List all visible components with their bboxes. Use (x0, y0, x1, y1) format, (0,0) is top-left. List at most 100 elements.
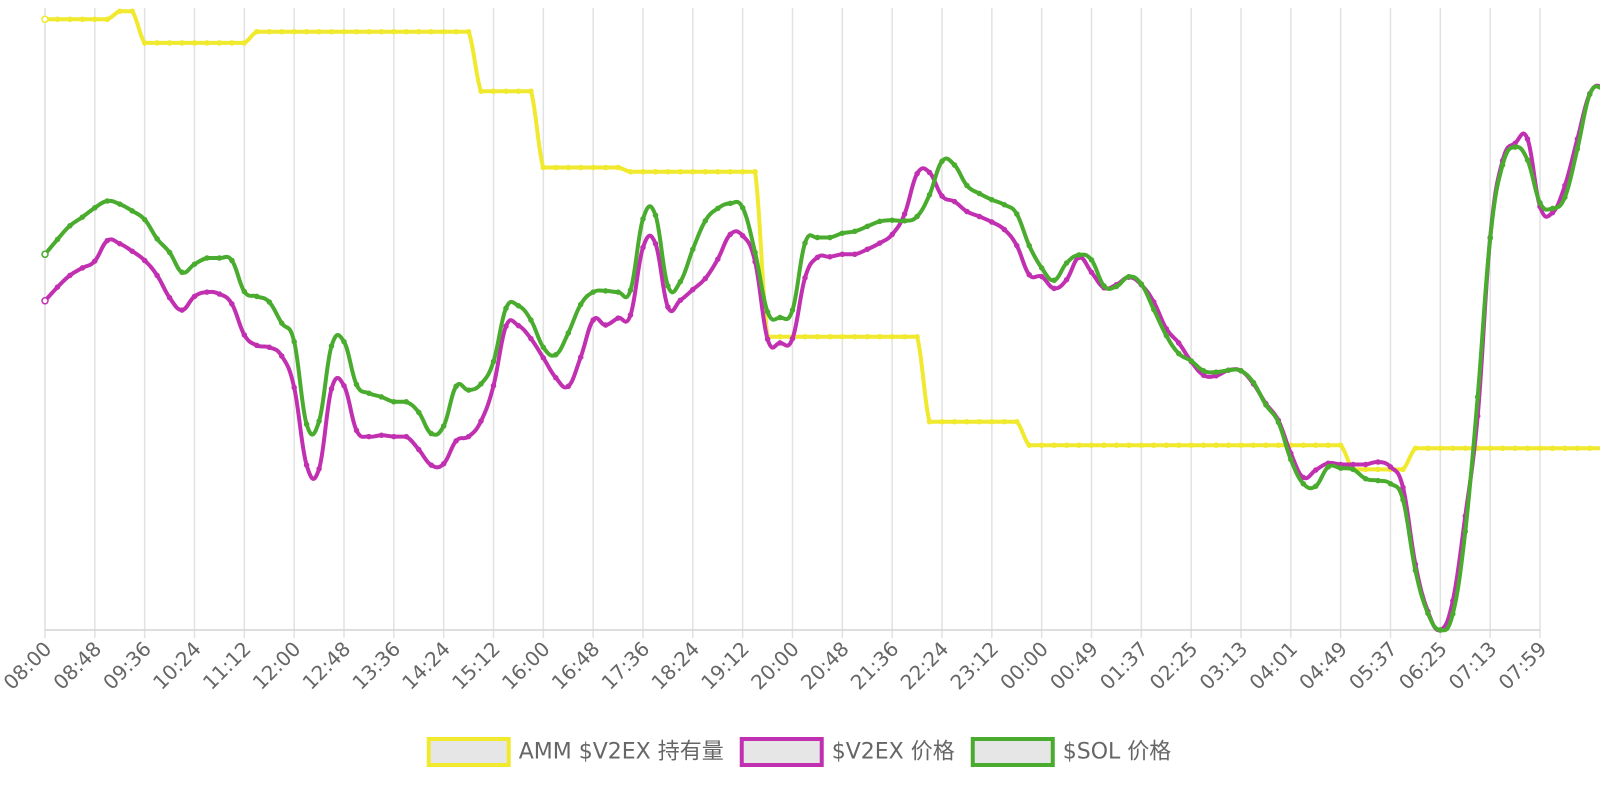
data-point (739, 169, 746, 175)
data-point (752, 169, 758, 175)
legend-item-1[interactable]: $V2EX 价格 (739, 737, 955, 767)
legend-item-2[interactable]: $SOL 价格 (970, 737, 1172, 767)
data-point (266, 299, 273, 305)
data-point (1474, 394, 1481, 400)
series-2 (41, 84, 1600, 633)
data-point (1574, 146, 1581, 152)
data-point (1375, 477, 1381, 484)
data-point (1076, 442, 1082, 448)
data-point (478, 381, 484, 387)
data-point (416, 409, 422, 416)
data-point (1362, 461, 1369, 468)
data-point (254, 293, 260, 300)
data-point (715, 256, 721, 262)
data-point (590, 317, 596, 323)
data-point (1412, 445, 1419, 452)
data-point (79, 214, 86, 220)
data-point (951, 162, 958, 168)
data-point (764, 309, 771, 315)
data-point (1263, 442, 1269, 448)
data-point (565, 330, 572, 336)
data-point (79, 265, 86, 271)
data-point (1587, 445, 1593, 452)
data-point (241, 332, 248, 338)
x-tick-label: 11:12 (198, 637, 256, 695)
data-point (1574, 445, 1581, 452)
x-tick-label: 19:12 (696, 637, 754, 695)
x-tick-label: 14:24 (397, 637, 455, 695)
data-point (204, 255, 210, 261)
data-point (204, 40, 210, 46)
legend-item-0[interactable]: AMM $V2EX 持有量 (426, 737, 724, 767)
data-point (403, 433, 410, 440)
data-point (876, 218, 883, 225)
data-point (1325, 464, 1331, 470)
endpoint-marker (41, 15, 49, 24)
data-point (814, 333, 821, 340)
data-point (627, 287, 634, 293)
vertical-gridlines (44, 8, 1541, 638)
data-point (715, 169, 721, 175)
data-point (416, 28, 422, 35)
data-point (1512, 445, 1518, 452)
data-point (403, 28, 410, 35)
data-point (789, 335, 796, 342)
data-point (1400, 497, 1406, 503)
data-point (926, 169, 933, 176)
data-point (1225, 367, 1232, 373)
data-point (117, 8, 123, 14)
data-point (1076, 252, 1082, 258)
data-point (1038, 273, 1045, 280)
data-point (453, 28, 459, 35)
data-point (864, 223, 871, 230)
data-point (864, 333, 871, 340)
series-0 (41, 8, 1600, 473)
x-tick-label: 18:24 (646, 637, 704, 695)
data-point (864, 246, 871, 253)
data-point (528, 88, 534, 94)
x-tick-label: 16:48 (547, 637, 605, 695)
x-tick-label: 20:00 (746, 637, 804, 695)
data-point (266, 344, 273, 351)
data-point (1425, 610, 1431, 617)
data-point (627, 312, 634, 318)
data-point (1250, 379, 1257, 386)
x-tick-label: 12:48 (298, 637, 356, 695)
data-point (665, 304, 671, 310)
data-point (690, 169, 696, 175)
data-point (291, 384, 297, 391)
data-point (802, 333, 808, 340)
data-point (266, 28, 273, 35)
data-point (67, 223, 73, 229)
data-point (515, 88, 522, 94)
data-point (1163, 332, 1170, 339)
data-point (54, 16, 61, 23)
data-point (291, 28, 297, 35)
data-point (1549, 209, 1556, 216)
data-point (1313, 483, 1319, 489)
data-point (1462, 528, 1469, 535)
data-point (328, 386, 335, 392)
x-tick-label: 12:00 (248, 637, 306, 695)
data-point (1138, 281, 1145, 287)
data-point (129, 248, 135, 254)
data-point (839, 333, 846, 340)
data-point (366, 390, 372, 396)
data-point (752, 249, 758, 256)
data-point (1001, 418, 1008, 425)
data-point (876, 240, 883, 246)
data-point (67, 272, 73, 279)
data-point (652, 212, 659, 218)
data-point (852, 251, 858, 258)
data-point (951, 418, 958, 425)
data-point (715, 205, 721, 212)
data-point (889, 333, 895, 340)
data-point (1288, 456, 1294, 463)
data-point (229, 257, 235, 264)
data-point (204, 289, 210, 295)
data-point (1101, 442, 1107, 448)
data-point (1313, 442, 1319, 448)
data-point (1175, 350, 1182, 357)
data-point (590, 164, 596, 171)
data-point (1300, 480, 1307, 487)
